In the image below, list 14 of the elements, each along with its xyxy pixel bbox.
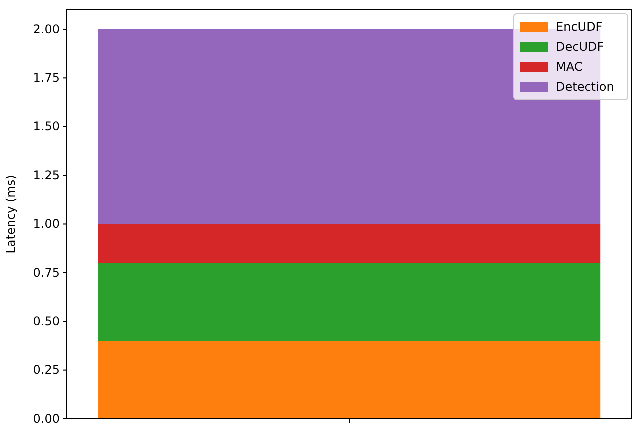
legend-label: Detection [556,80,614,94]
y-tick-label: 2.00 [33,22,60,36]
y-tick-label: 0.25 [33,363,60,378]
y-tick-label: 0.00 [33,412,60,426]
y-tick-label: 1.25 [33,168,60,182]
y-tick-label: 1.75 [33,71,60,86]
legend-label: MAC [556,60,583,74]
y-axis-title: Latency (ms) [4,175,18,254]
legend-label: EncUDF [556,20,603,34]
legend-label: DecUDF [556,40,604,54]
y-tick-label: 1.50 [33,120,60,134]
y-tick-label: 0.50 [33,314,60,328]
y-tick-label: 0.75 [33,266,60,280]
y-tick-label: 1.00 [33,217,60,232]
